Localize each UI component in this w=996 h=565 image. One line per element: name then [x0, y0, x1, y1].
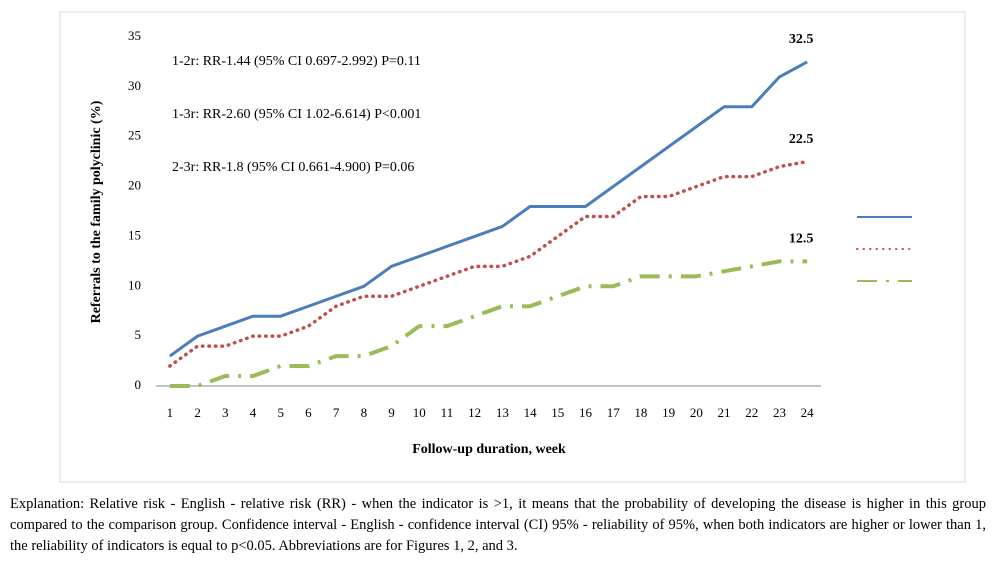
data-label: 32.5: [789, 32, 814, 47]
data-label: 22.5: [789, 132, 814, 147]
x-tick-label: 15: [551, 405, 564, 420]
y-tick-label: 0: [135, 377, 142, 392]
x-tick-label: 16: [579, 405, 593, 420]
x-tick-label: 4: [250, 405, 257, 420]
x-tick-label: 18: [634, 405, 647, 420]
y-tick-label: 35: [128, 28, 141, 43]
annotation: 1-3r: RR-2.60 (95% CI 1.02-6.614) P<0.00…: [172, 107, 421, 122]
x-tick-label: 21: [718, 405, 731, 420]
y-tick-label: 5: [135, 327, 142, 342]
data-label: 12.5: [789, 232, 814, 247]
y-tick-label: 20: [128, 178, 141, 193]
x-tick-label: 19: [662, 405, 675, 420]
x-tick-label: 23: [773, 405, 786, 420]
x-tick-label: 6: [305, 405, 312, 420]
x-tick-label: 10: [413, 405, 426, 420]
y-tick-label: 25: [128, 128, 141, 143]
x-tick-label: 7: [333, 405, 340, 420]
x-tick-label: 17: [607, 405, 621, 420]
series-line: [168, 159, 809, 368]
x-tick-label: 13: [496, 405, 509, 420]
footnote: Explanation: Relative risk - English - r…: [10, 496, 986, 554]
annotation: 2-3r: RR-1.8 (95% CI 0.661-4.900) P=0.06: [172, 160, 414, 175]
x-tick-label: 14: [524, 405, 538, 420]
annotation: 1-2r: RR-1.44 (95% CI 0.697-2.992) P=0.1…: [172, 54, 421, 69]
x-tick-label: 2: [194, 405, 201, 420]
x-axis-label: Follow-up duration, week: [412, 442, 566, 457]
x-tick-label: 8: [361, 405, 368, 420]
series-line: [169, 259, 808, 388]
y-tick-label: 30: [128, 78, 141, 93]
chart-border: [59, 11, 966, 483]
x-tick-label: 22: [745, 405, 758, 420]
chart: Referrals to the family polyclinic (%) F…: [59, 11, 966, 483]
x-tick-label: 12: [468, 405, 481, 420]
x-tick-label: 24: [801, 405, 815, 420]
x-tick-label: 20: [690, 405, 703, 420]
x-tick-label: 9: [388, 405, 395, 420]
x-tick-label: 11: [441, 405, 454, 420]
x-tick-label: 1: [167, 405, 174, 420]
y-tick-label: 15: [128, 227, 141, 242]
x-tick-label: 3: [222, 405, 229, 420]
y-tick-label: 10: [128, 277, 141, 292]
y-axis-label: Referrals to the family polyclinic (%): [89, 100, 104, 323]
series-line: [168, 60, 808, 358]
x-tick-label: 5: [277, 405, 284, 420]
